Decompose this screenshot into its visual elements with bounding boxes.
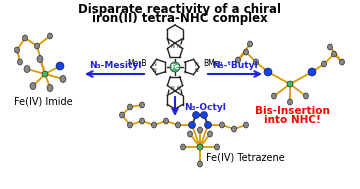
Circle shape	[204, 122, 212, 129]
Text: Fe(IV) Tetrazene: Fe(IV) Tetrazene	[206, 152, 284, 162]
Ellipse shape	[207, 131, 212, 137]
Ellipse shape	[198, 127, 202, 133]
Ellipse shape	[321, 61, 327, 67]
Ellipse shape	[163, 118, 168, 124]
Ellipse shape	[127, 122, 132, 128]
Text: Bis-Insertion: Bis-Insertion	[255, 106, 329, 116]
Ellipse shape	[248, 41, 252, 47]
Ellipse shape	[60, 75, 66, 83]
Ellipse shape	[332, 51, 337, 57]
Ellipse shape	[24, 66, 30, 73]
Text: into NHC!: into NHC!	[264, 115, 320, 125]
Ellipse shape	[215, 144, 220, 150]
Circle shape	[308, 68, 316, 76]
Ellipse shape	[35, 43, 40, 49]
Text: iron(II) tetra-NHC complex: iron(II) tetra-NHC complex	[92, 12, 268, 25]
Text: N: N	[170, 85, 174, 91]
Ellipse shape	[243, 49, 248, 55]
Ellipse shape	[235, 57, 240, 63]
Ellipse shape	[188, 131, 193, 137]
Circle shape	[189, 122, 195, 129]
Text: Fe: Fe	[170, 64, 180, 70]
Ellipse shape	[243, 122, 248, 128]
Text: BMe₂: BMe₂	[203, 59, 223, 67]
Circle shape	[42, 71, 48, 77]
Circle shape	[201, 112, 207, 119]
Circle shape	[56, 62, 64, 70]
Ellipse shape	[47, 84, 53, 91]
Ellipse shape	[14, 47, 19, 53]
Circle shape	[193, 112, 199, 119]
Ellipse shape	[18, 59, 22, 65]
Ellipse shape	[140, 118, 144, 124]
Ellipse shape	[22, 35, 27, 41]
Text: N₃-Mesityl: N₃-Mesityl	[89, 61, 141, 70]
Text: N₃-Octyl: N₃-Octyl	[184, 102, 226, 112]
Ellipse shape	[120, 112, 125, 118]
Ellipse shape	[220, 122, 225, 128]
Circle shape	[197, 144, 203, 150]
Ellipse shape	[30, 83, 36, 90]
Ellipse shape	[37, 56, 43, 63]
Text: N: N	[152, 67, 156, 73]
Text: N₃-ᵗButyl: N₃-ᵗButyl	[212, 61, 258, 70]
Text: N: N	[170, 43, 174, 49]
Circle shape	[170, 62, 180, 72]
Circle shape	[287, 81, 293, 87]
Text: N: N	[176, 43, 180, 49]
Ellipse shape	[152, 122, 157, 128]
Text: N: N	[194, 67, 198, 73]
Text: N: N	[152, 61, 156, 67]
Text: Fe(IV) Imide: Fe(IV) Imide	[14, 97, 72, 107]
Ellipse shape	[339, 59, 345, 65]
Text: N: N	[194, 61, 198, 67]
Ellipse shape	[198, 161, 202, 167]
Ellipse shape	[127, 104, 132, 110]
Ellipse shape	[180, 144, 185, 150]
Text: N: N	[176, 85, 180, 91]
Ellipse shape	[140, 102, 144, 108]
Ellipse shape	[231, 126, 237, 132]
Text: Disparate reactivity of a chiral: Disparate reactivity of a chiral	[78, 3, 282, 16]
Circle shape	[264, 68, 272, 76]
Ellipse shape	[176, 122, 180, 128]
Text: Me₂B: Me₂B	[127, 59, 147, 67]
Ellipse shape	[303, 93, 309, 99]
Ellipse shape	[288, 99, 292, 105]
Ellipse shape	[271, 93, 276, 99]
Ellipse shape	[253, 59, 258, 65]
Ellipse shape	[48, 33, 53, 39]
Ellipse shape	[328, 44, 333, 50]
